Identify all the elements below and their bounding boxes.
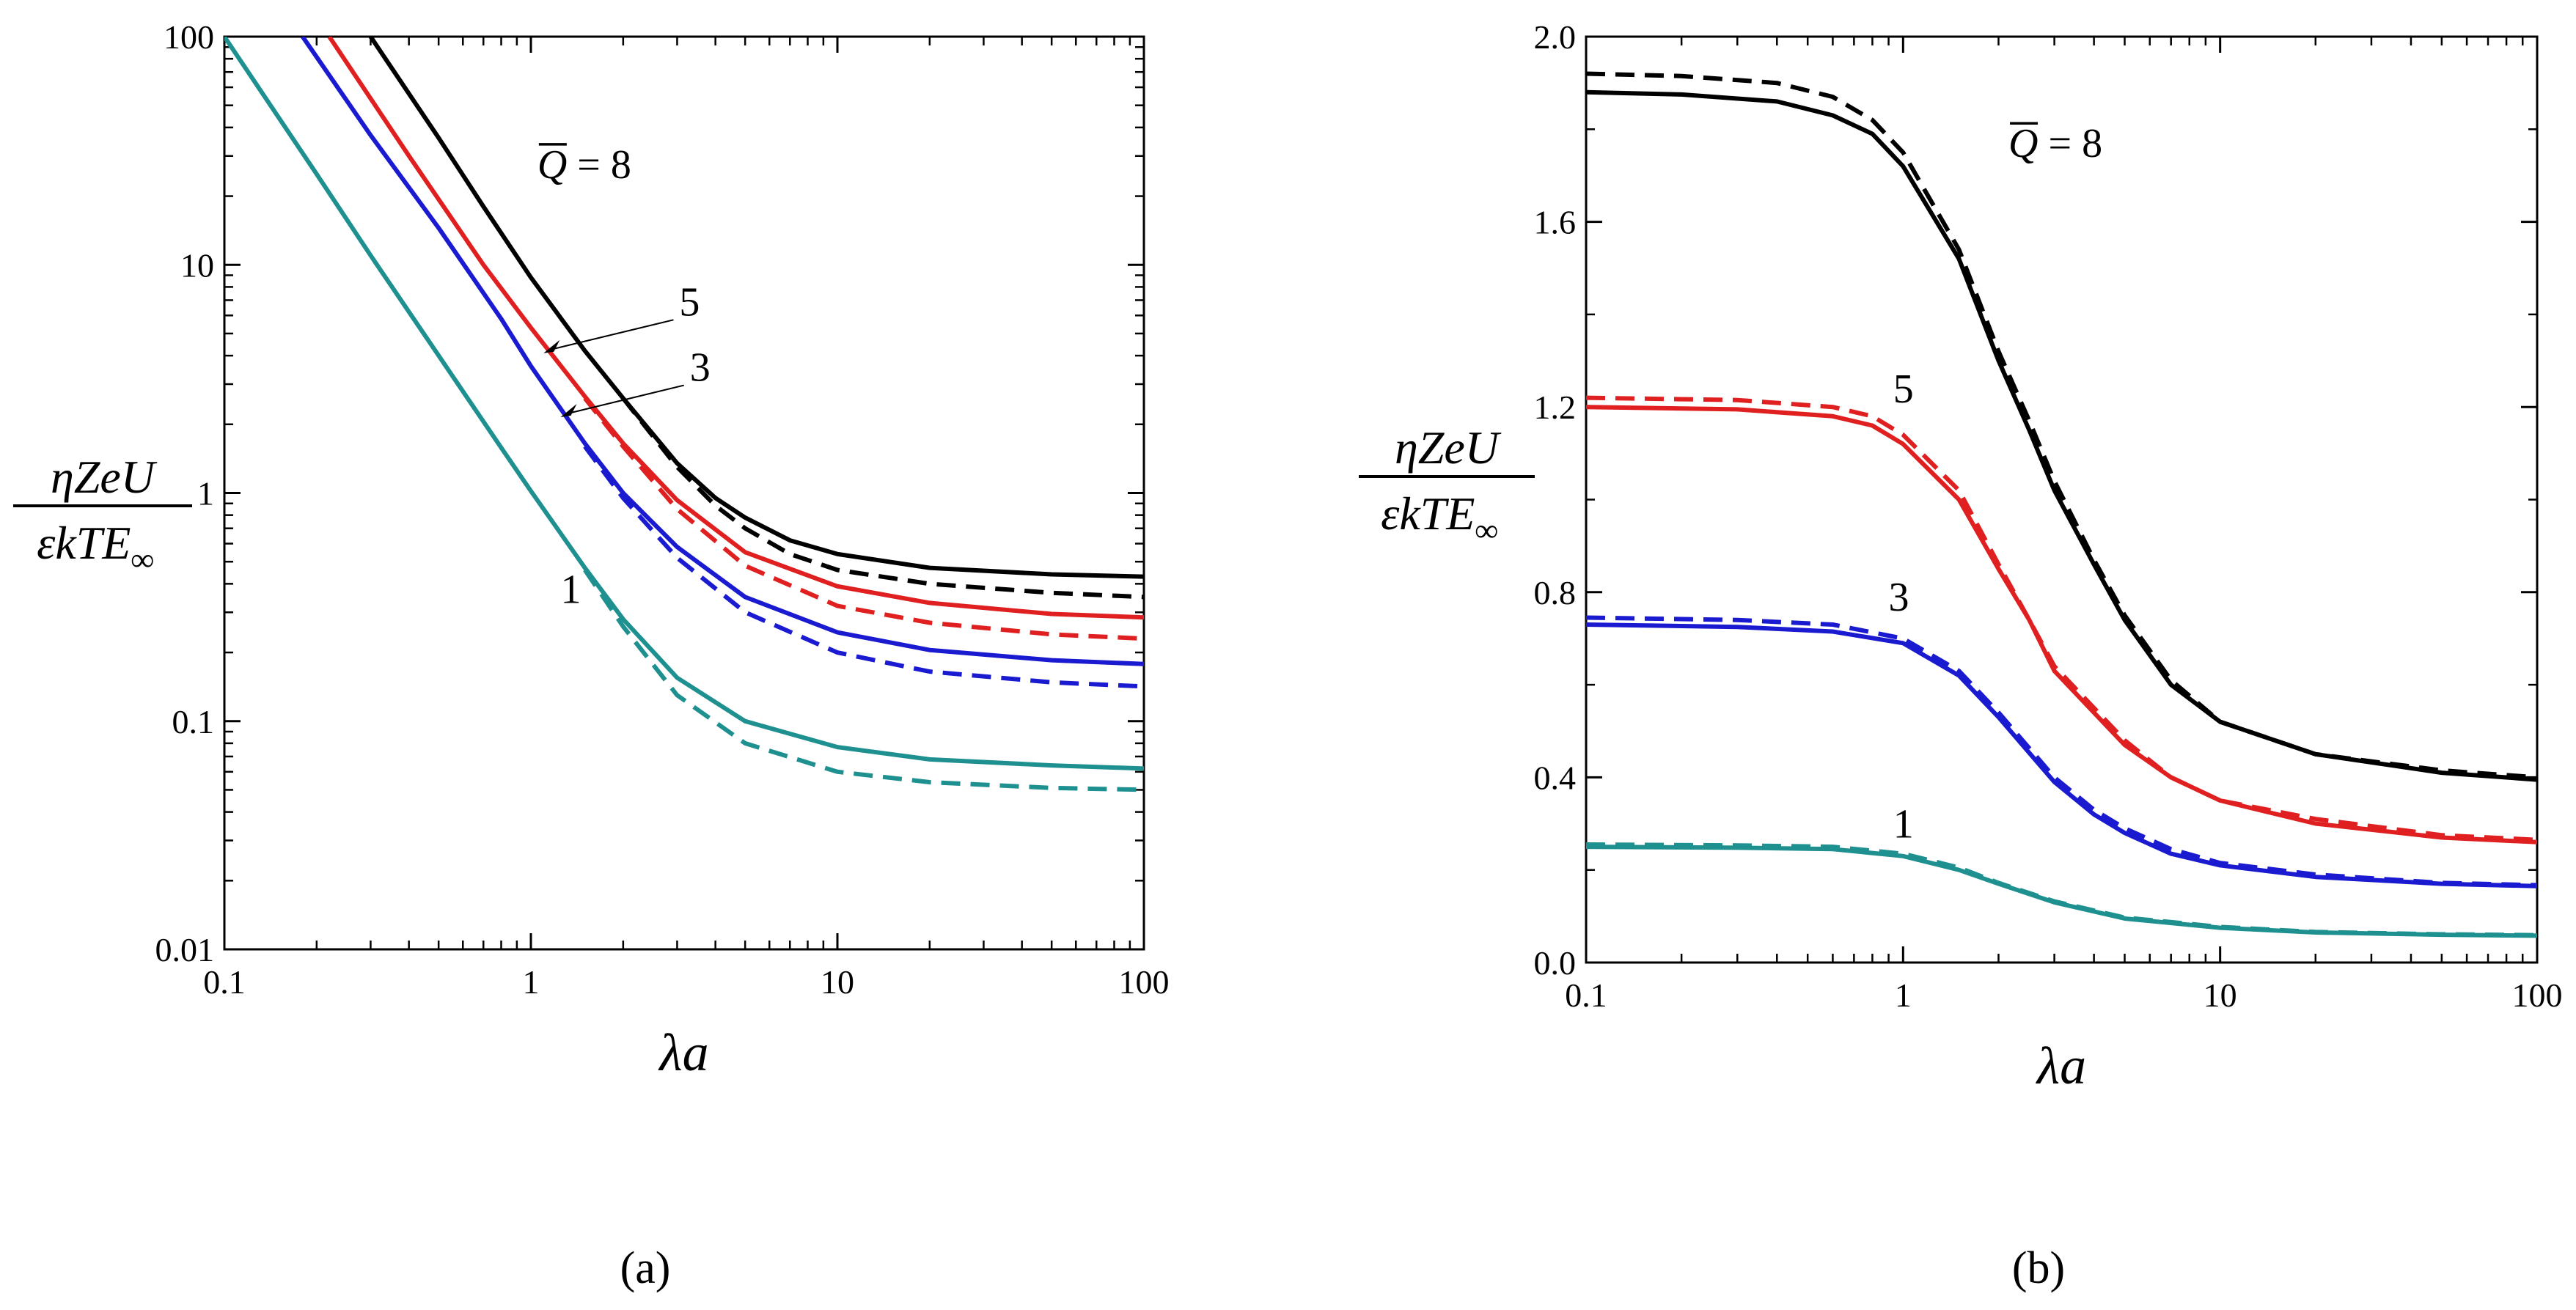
chart-b-label-q-symbol: Q [2008, 121, 2038, 166]
chart-b-x-tick-label: 0.1 [1565, 976, 1607, 1014]
chart-a-label-Q3: 3 [690, 345, 711, 391]
chart-b-series-Q1-dashed [1586, 842, 2537, 938]
chart-b-series-Q8-dashed [1586, 71, 2537, 780]
chart-b-x-tick-label: 10 [2203, 976, 2237, 1014]
chart-a-series-Q3-dashed [583, 445, 1144, 689]
chart-b-ylabel-numerator: ηZeU [1395, 422, 1502, 474]
chart-b-ylabel: ηZeU εkTE∞ [1359, 422, 1535, 548]
chart-b-ylabel-subscript: ∞ [1475, 512, 1497, 548]
chart-b-series-Q3-dashed [1586, 615, 2537, 888]
chart-a-label-q-value: = 8 [567, 142, 631, 188]
chart-a-x-tick-label: 100 [1119, 963, 1170, 1001]
chart-b-y-tick-label: 0.8 [1534, 574, 1577, 611]
chart-a: ηZeU εkTE∞ (a) 0.1 1 10 1000.010.1110100λaQ… [13, 18, 1170, 1293]
chart-a-y-tick-label: 100 [164, 18, 214, 56]
chart-a-series-Q5-solid [327, 37, 1144, 620]
chart-b-series-Q3-solid [1586, 622, 2537, 888]
chart-b-y-tick-label: 0.0 [1534, 944, 1577, 982]
chart-b-label-Q5: 5 [1893, 367, 1914, 412]
chart-b-ylabel-denominator-text: εkTE∞ [1381, 487, 1498, 548]
chart-b-series-Q1-solid [1586, 844, 2537, 938]
chart-b-label-q-value: = 8 [2039, 121, 2103, 166]
chart-a-x-tick-label: 0.1 [203, 963, 246, 1001]
chart-a-label-q-symbol: Q [537, 142, 567, 188]
chart-b-series-Q5-dashed [1586, 395, 2537, 842]
chart-a-y-tick-label: 10 [180, 246, 214, 284]
chart-b-x-tick-label: 100 [2512, 976, 2563, 1014]
chart-a-label-Q8: Q = 8 [537, 142, 631, 188]
chart-a-series-Q5-dashed [583, 397, 1144, 641]
chart-a-plot-frame [223, 35, 1145, 951]
chart-a-ylabel: ηZeU εkTE∞ [13, 451, 192, 578]
chart-a-panel-label: (a) [620, 1243, 671, 1293]
chart-a-series-Q8-solid [368, 37, 1144, 579]
chart-a-x-tick-label: 1 [523, 963, 540, 1001]
chart-b-series-Q5-solid [1586, 405, 2537, 844]
chart-b-x-tick-label: 1 [1895, 976, 1912, 1014]
chart-b-panel-label: (b) [2012, 1243, 2065, 1293]
chart-a-annotation-leader-line [565, 384, 684, 416]
chart-a-label-Q1: 1 [561, 567, 581, 612]
chart-b-y-tick-label: 0.4 [1534, 759, 1577, 796]
chart-b-label-Q1: 1 [1893, 801, 1914, 847]
chart-a-y-tick-label: 0.1 [172, 703, 215, 740]
chart-a-annotation-leader-line [548, 319, 674, 351]
chart-a-curves [224, 37, 1144, 792]
chart-a-annotation-arrowhead [560, 404, 577, 418]
chart-b-curves [1586, 71, 2537, 938]
chart-a-x-axis-title: λa [658, 1023, 708, 1082]
chart-a-ylabel-numerator: ηZeU [51, 451, 158, 503]
chart-a-y-tick-label: 0.01 [155, 931, 215, 968]
chart-b-ylabel-denominator: εkTE [1381, 487, 1475, 540]
chart-b-y-tick-label: 2.0 [1534, 18, 1577, 56]
chart-a-y-tick-label: 1 [197, 475, 214, 512]
chart-a-series-Q8-dashed [621, 397, 1144, 600]
chart-a-x-tick-label: 10 [821, 963, 854, 1001]
chart-a-annotation-arrowhead [543, 339, 560, 353]
chart-b-y-tick-label: 1.2 [1534, 389, 1577, 426]
chart-a-ylabel-denominator: εkTE [37, 517, 131, 569]
chart-a-series-Q1-dashed [583, 568, 1144, 792]
chart-a-series-Q1-solid [224, 37, 1144, 771]
chart-a-series-Q3-solid [301, 37, 1144, 666]
chart-a-label-Q5: 5 [679, 279, 700, 325]
chart-a-ylabel-subscript: ∞ [131, 542, 153, 578]
chart-b-x-axis-title: λa [2036, 1037, 2086, 1095]
chart-b: ηZeU εkTE∞ (b) 0.1 1 10 100 0.0 0.4 0.8 1.2 1.6 2… [1359, 18, 2563, 1293]
chart-a-ylabel-denominator-text: εkTE∞ [37, 517, 154, 578]
chart-b-y-tick-label: 1.6 [1534, 204, 1577, 241]
chart-b-label-Q3: 3 [1889, 575, 1909, 620]
chart-b-label-Q8: Q = 8 [2008, 121, 2102, 166]
